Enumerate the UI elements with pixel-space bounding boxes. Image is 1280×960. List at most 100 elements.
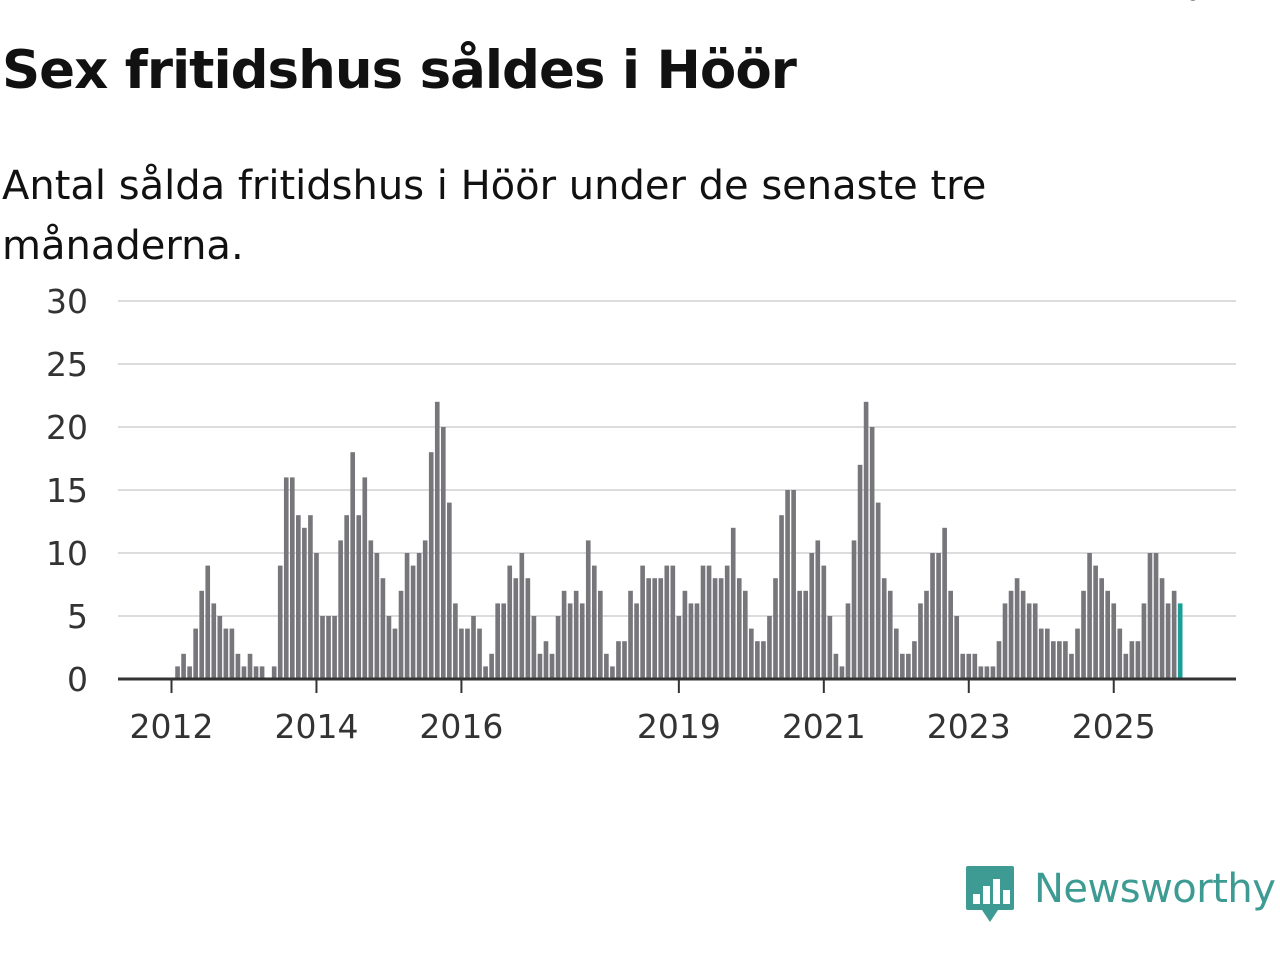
bar: [271, 666, 277, 679]
y-tick-label: 20: [46, 408, 88, 447]
y-tick-label: 15: [46, 471, 88, 510]
bar: [694, 603, 700, 679]
bar: [718, 578, 724, 679]
bar: [477, 628, 482, 679]
bar: [1014, 578, 1020, 679]
bar: [604, 653, 609, 679]
bar: [1008, 590, 1014, 679]
bar: [277, 565, 283, 679]
bar: [912, 641, 917, 679]
bar: [453, 603, 458, 679]
bar: [199, 590, 205, 679]
bar: [779, 515, 784, 679]
bar: [205, 565, 211, 679]
bar: [1026, 603, 1032, 679]
bar: [1063, 641, 1068, 679]
bar: [918, 603, 923, 679]
bar: [368, 540, 374, 679]
bar: [259, 666, 265, 679]
bar: [1165, 603, 1171, 679]
y-axis-labels: 0 5 10 15 20 25 30: [46, 282, 88, 699]
bar: [356, 515, 362, 679]
bar: [531, 616, 537, 679]
bar: [1123, 653, 1129, 679]
bar: [175, 666, 180, 679]
bar: [410, 565, 416, 679]
bar: [374, 553, 380, 679]
bar: [217, 616, 223, 679]
bar: [736, 578, 742, 679]
bar: [881, 578, 887, 679]
bar: [235, 653, 241, 679]
bar: [543, 641, 549, 679]
bar: [755, 641, 760, 679]
bar: [440, 427, 446, 679]
bar-highlight: [1177, 603, 1183, 679]
bar: [187, 666, 192, 679]
bar: [573, 590, 579, 679]
bar: [869, 427, 875, 679]
bar: [622, 641, 627, 679]
bar: [350, 452, 356, 679]
bar: [742, 590, 748, 679]
bar: [253, 666, 259, 679]
bar: [579, 603, 585, 679]
bar: [821, 565, 827, 679]
bar: [1081, 590, 1086, 679]
bar: [585, 540, 591, 679]
bar: [1038, 628, 1044, 679]
bar: [706, 565, 712, 679]
y-tick-label: 10: [46, 534, 88, 573]
bar: [1020, 590, 1026, 679]
bar: [628, 590, 633, 679]
chart-subtitle: Antal sålda fritidshus i Höör under de s…: [2, 163, 987, 269]
bar: [960, 653, 966, 679]
bar: [320, 616, 325, 679]
bar: [211, 603, 217, 679]
bar: [344, 515, 349, 679]
bar: [459, 628, 464, 679]
bar: [308, 515, 313, 679]
bar: [857, 464, 863, 679]
bar: [978, 666, 984, 679]
bar: [1002, 603, 1008, 679]
x-tick-label: 2016: [419, 707, 503, 746]
bar: [646, 578, 651, 679]
bar: [296, 515, 301, 679]
newsworthy-logo[interactable]: Newsworthy: [964, 864, 1276, 926]
bar: [664, 565, 670, 679]
x-axis-labels: 2012 2014 2016 2019 2021 2023 2025: [130, 679, 1156, 746]
bar: [887, 590, 893, 679]
bar: [302, 527, 307, 679]
x-tick-label: 2012: [130, 707, 214, 746]
bar: [326, 616, 331, 679]
brand-name: Newsworthy: [1034, 866, 1276, 912]
bar: [1105, 590, 1111, 679]
bar: [223, 628, 229, 679]
bar: [640, 565, 645, 679]
bar: [434, 401, 440, 679]
bar: [289, 477, 295, 679]
bar: [984, 666, 990, 679]
bar: [712, 578, 718, 679]
bar: [392, 628, 398, 679]
bar: [241, 666, 247, 679]
bar: [495, 603, 500, 679]
y-tick-label: 25: [46, 345, 88, 384]
bar: [688, 603, 694, 679]
bar: [332, 616, 337, 679]
bar: [1051, 641, 1056, 679]
bar: [652, 578, 658, 679]
bar: [670, 565, 676, 679]
bar: [730, 527, 736, 679]
bar: [483, 666, 488, 679]
bar: [893, 628, 899, 679]
bar: [972, 653, 978, 679]
bar: [761, 641, 766, 679]
bar: [785, 490, 790, 679]
bar: [724, 565, 730, 679]
bar: [1117, 628, 1123, 679]
bar: [229, 628, 235, 679]
bar: [1153, 553, 1159, 679]
